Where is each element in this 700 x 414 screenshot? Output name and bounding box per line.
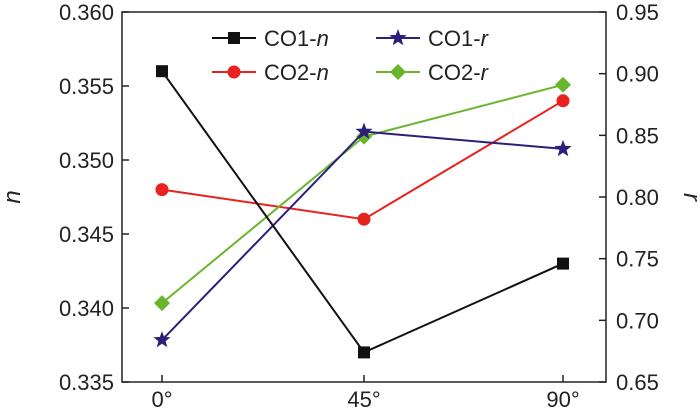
series-layer [153,65,572,359]
series-line [161,130,564,341]
x-tick-label: 90° [546,387,579,412]
data-point-star [153,331,171,348]
series-co1-r [153,122,572,348]
left-tick-label: 0.345 [59,222,114,247]
right-axis: 0.65 0.70 0.75 0.80 0.85 0.90 0.95 [599,0,659,395]
legend-label: CO1-n [264,26,329,51]
right-tick-label: 0.75 [616,247,659,272]
right-axis-title: r [678,193,700,202]
legend-label-variable: n [317,26,329,51]
left-tick-label: 0.340 [59,296,114,321]
data-point-square [156,65,168,78]
series-line [161,83,564,304]
data-point-diamond [555,76,571,93]
series-co2-r [154,76,571,312]
data-point-circle [556,94,570,108]
data-point-circle [155,183,169,197]
data-point-square [358,346,370,359]
legend-item: CO2-n [212,60,329,85]
legend-label-variable: n [317,60,329,85]
series-line [161,99,564,221]
x-tick-label: 0° [151,387,172,412]
left-axis: 0.335 0.340 0.345 0.350 0.355 0.360 [59,0,129,395]
right-tick-label: 0.95 [616,0,659,25]
left-axis-title: n [0,190,26,203]
series-line [161,70,564,354]
legend-label-variable: r [481,26,490,51]
legend-label: CO2-r [428,60,490,85]
left-tick-label: 0.355 [59,74,114,99]
right-tick-label: 0.65 [616,370,659,395]
left-tick-label: 0.350 [59,148,114,173]
data-point-star [389,29,407,46]
data-point-square [228,32,240,44]
legend-label-prefix: CO1- [264,26,317,51]
plot-frame [121,11,607,383]
data-point-diamond [390,64,406,80]
data-point-star [355,122,373,139]
right-tick-label: 0.85 [616,123,659,148]
right-tick-label: 0.90 [616,62,659,87]
data-point-circle [357,212,371,226]
legend-label-variable: r [481,60,490,85]
x-tick-label: 45° [347,387,380,412]
left-tick-label: 0.360 [59,0,114,25]
x-axis: 0° 45° 90° [151,375,580,412]
data-point-circle [227,65,241,79]
legend-item: CO1-n [212,26,329,51]
data-point-diamond [154,295,170,312]
legend-label: CO2-n [264,60,329,85]
series-co1-n [156,65,569,359]
right-tick-label: 0.80 [616,185,659,210]
legend-item: CO2-r [376,60,490,85]
legend-label-prefix: CO2- [428,60,481,85]
legend-label-prefix: CO1- [428,26,481,51]
series-co2-n [155,94,570,226]
data-point-square [557,257,569,270]
left-tick-label: 0.335 [59,370,114,395]
legend-label: CO1-r [428,26,490,51]
right-tick-label: 0.70 [616,308,659,333]
legend-item: CO1-r [376,26,490,51]
legend-label-prefix: CO2- [264,60,317,85]
data-point-star [554,139,572,157]
